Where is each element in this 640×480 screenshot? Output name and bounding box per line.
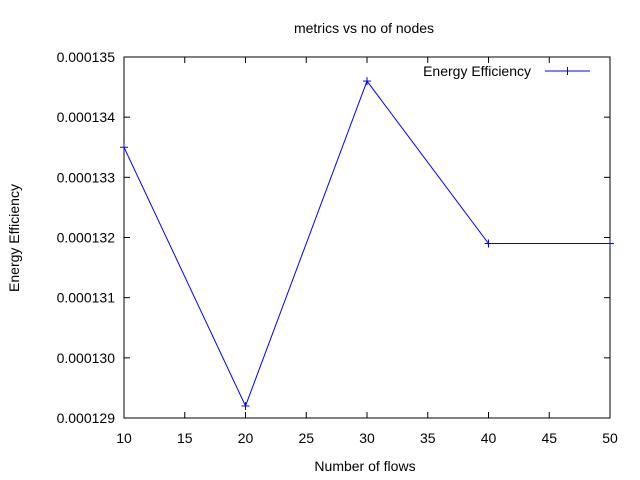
plot-frame — [123, 56, 611, 419]
x-tick-label: 15 — [177, 430, 193, 446]
series-layer — [120, 77, 614, 410]
data-point — [606, 239, 614, 248]
y-axis: 0.000129 0.000130 0.000131 0.000132 0.000133… — [57, 49, 610, 426]
x-tick-label: 30 — [359, 430, 375, 446]
chart-title: metrics vs no of nodes — [294, 20, 434, 36]
x-axis: 10 15 20 25 30 35 40 45 50 — [116, 57, 618, 446]
data-point — [363, 77, 371, 86]
x-tick-label: 35 — [420, 430, 436, 446]
y-tick-label: 0.000133 — [57, 169, 116, 185]
legend: Energy Efficiency — [423, 63, 590, 79]
y-tick-label: 0.000130 — [57, 350, 116, 366]
series-line — [123, 80, 610, 408]
legend-label: Energy Efficiency — [423, 63, 531, 79]
x-tick-label: 50 — [602, 430, 618, 446]
x-tick-label: 40 — [481, 430, 497, 446]
y-tick-label: 0.000129 — [57, 410, 116, 426]
legend-marker — [563, 67, 572, 75]
x-tick-label: 10 — [116, 430, 132, 446]
x-tick-label: 25 — [298, 430, 314, 446]
y-tick-label: 0.000131 — [57, 290, 116, 306]
y-tick-label: 0.000132 — [57, 230, 116, 246]
x-tick-label: 45 — [541, 430, 557, 446]
data-point — [120, 143, 128, 152]
y-tick-label: 0.000135 — [57, 49, 116, 65]
x-axis-label: Number of flows — [314, 458, 415, 474]
y-axis-label: Energy Efficiency — [6, 184, 22, 292]
data-point — [484, 239, 493, 248]
y-tick-label: 0.000134 — [57, 109, 116, 125]
data-point — [241, 401, 250, 410]
x-tick-label: 20 — [238, 430, 254, 446]
